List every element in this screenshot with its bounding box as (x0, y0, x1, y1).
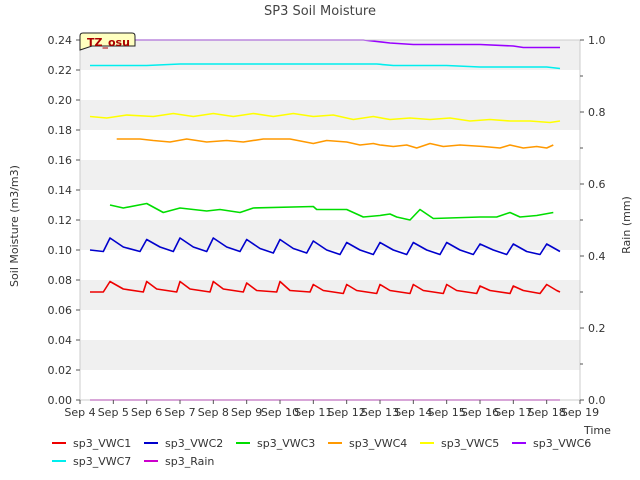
legend-label-sp3_Rain: sp3_Rain (165, 455, 214, 468)
legend-label-sp3_VWC1: sp3_VWC1 (73, 437, 131, 450)
grid-band (80, 280, 580, 310)
y-tick-label: 0.02 (48, 364, 73, 377)
grid-band (80, 250, 580, 280)
y2-tick-label: 0.6 (588, 178, 606, 191)
grid-band (80, 310, 580, 340)
series-line-sp3_VWC2 (89, 237, 561, 256)
x-tick-label: Sep 4 (64, 406, 95, 419)
grid-band (80, 160, 580, 190)
x-tick-label: Sep 13 (361, 406, 399, 419)
y-tick-label: 0.22 (48, 64, 73, 77)
legend-label-sp3_VWC6: sp3_VWC6 (533, 437, 591, 450)
x-axis-label: Time (583, 424, 611, 437)
chart-title: SP3 Soil Moisture (264, 4, 376, 19)
series-line-sp3_VWC3 (109, 202, 554, 221)
y-tick-label: 0.10 (48, 244, 73, 257)
grid-band (80, 70, 580, 100)
y2-tick-label: 1.0 (588, 34, 606, 47)
series-line-sp3_VWC1 (90, 280, 561, 295)
legend-label-sp3_VWC3: sp3_VWC3 (257, 437, 315, 450)
y-tick-label: 0.14 (48, 184, 73, 197)
y2-tick-label: 0.4 (588, 250, 606, 263)
grid-band (80, 130, 580, 160)
y-tick-label: 0.18 (48, 124, 73, 137)
series-line-sp3_VWC4 (116, 138, 554, 149)
grid-band (80, 340, 580, 370)
series-line-sp3_VWC5 (89, 112, 561, 124)
series-line-sp3_VWC7 (90, 63, 561, 70)
y-tick-label: 0.12 (48, 214, 73, 227)
x-tick-label: Sep 6 (131, 406, 162, 419)
x-tick-label: Sep 9 (231, 406, 262, 419)
legend: sp3_VWC1 sp3_VWC2 sp3_VWC3 sp3_VWC4 sp3_VWC5… (52, 437, 591, 468)
x-tick-label: Sep 7 (164, 406, 195, 419)
y2-axis: 0.0 0.2 0.4 0.6 0.8 1.0 (580, 34, 606, 407)
y-tick-label: 0.08 (48, 274, 73, 287)
grid-bands (80, 40, 580, 400)
x-tick-label: Sep 15 (428, 406, 466, 419)
x-tick-label: Sep 5 (98, 406, 129, 419)
y-tick-label: 0.00 (48, 394, 73, 407)
y2-tick-label: 0.0 (588, 394, 606, 407)
x-tick-label: Sep 11 (294, 406, 332, 419)
legend-label-sp3_VWC4: sp3_VWC4 (349, 437, 407, 450)
y-axis: 0.00 0.02 0.04 0.06 0.08 0.10 0.12 0.14 0.16 0.18… (48, 34, 80, 407)
legend-label-sp3_VWC2: sp3_VWC2 (165, 437, 223, 450)
grid-band (80, 190, 580, 220)
x-tick-label: Sep 18 (528, 406, 566, 419)
y2-tick-label: 0.8 (588, 106, 606, 119)
legend-label-sp3_VWC7: sp3_VWC7 (73, 455, 131, 468)
y-tick-label: 0.20 (48, 94, 73, 107)
y-tick-label: 0.24 (48, 34, 73, 47)
badge-box (79, 32, 136, 51)
x-tick-label: Sep 8 (198, 406, 229, 419)
x-tick-label: Sep 12 (328, 406, 366, 419)
y-axis-label: Soil Moisture (m3/m3) (8, 165, 21, 287)
x-tick-label: Sep 14 (394, 406, 432, 419)
station-badge: TZ_osu (79, 32, 136, 51)
badge-label: TZ_osu (87, 36, 130, 49)
x-tick-label: Sep 17 (494, 406, 532, 419)
y-tick-label: 0.16 (48, 154, 73, 167)
grid-band (80, 370, 580, 400)
x-tick-label: Sep 19 (561, 406, 599, 419)
y2-axis-label: Rain (mm) (620, 196, 633, 254)
y-tick-label: 0.04 (48, 334, 73, 347)
legend-label-sp3_VWC5: sp3_VWC5 (441, 437, 499, 450)
x-tick-label: Sep 16 (461, 406, 499, 419)
y2-tick-label: 0.2 (588, 322, 606, 335)
grid-band (80, 220, 580, 250)
y-tick-label: 0.06 (48, 304, 73, 317)
x-tick-label: Sep 10 (261, 406, 299, 419)
